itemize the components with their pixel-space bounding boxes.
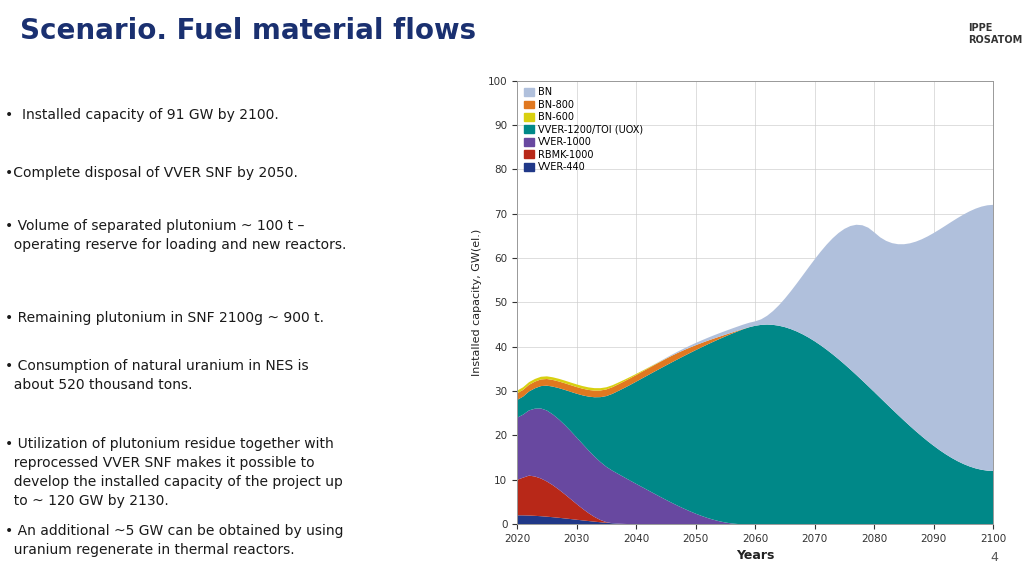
Text: • Consumption of natural uranium in NES is
  about 520 thousand tons.: • Consumption of natural uranium in NES … — [5, 359, 308, 392]
Y-axis label: Installed capacity, GW(el.): Installed capacity, GW(el.) — [472, 229, 482, 376]
Text: •  Installed capacity of 91 GW by 2100.: • Installed capacity of 91 GW by 2100. — [5, 108, 279, 122]
Text: •Complete disposal of VVER SNF by 2050.: •Complete disposal of VVER SNF by 2050. — [5, 166, 298, 180]
Text: 4: 4 — [990, 551, 998, 564]
X-axis label: Years: Years — [736, 550, 774, 562]
Text: • Volume of separated plutonium ~ 100 t –
  operating reserve for loading and ne: • Volume of separated plutonium ~ 100 t … — [5, 219, 346, 252]
Text: IPPE
ROSATOM: IPPE ROSATOM — [968, 23, 1022, 46]
Text: • Remaining plutonium in SNF 2100g ~ 900 t.: • Remaining plutonium in SNF 2100g ~ 900… — [5, 311, 324, 325]
Text: Scenario. Fuel material flows: Scenario. Fuel material flows — [20, 17, 476, 46]
Text: • Utilization of plutonium residue together with
  reprocessed VVER SNF makes it: • Utilization of plutonium residue toget… — [5, 437, 343, 507]
Legend: BN, BN-800, BN-600, VVER-1200/TOI (UOX), VVER-1000, RBMK-1000, VVER-440: BN, BN-800, BN-600, VVER-1200/TOI (UOX),… — [522, 85, 644, 174]
Text: • An additional ~5 GW can be obtained by using
  uranium regenerate in thermal r: • An additional ~5 GW can be obtained by… — [5, 524, 343, 557]
